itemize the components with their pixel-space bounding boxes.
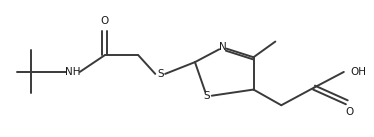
Text: OH: OH — [351, 67, 367, 77]
Text: S: S — [157, 69, 163, 79]
Text: NH: NH — [65, 67, 81, 77]
Text: S: S — [203, 91, 210, 101]
Text: N: N — [219, 42, 227, 52]
Text: O: O — [346, 107, 354, 117]
Text: O: O — [101, 16, 109, 26]
